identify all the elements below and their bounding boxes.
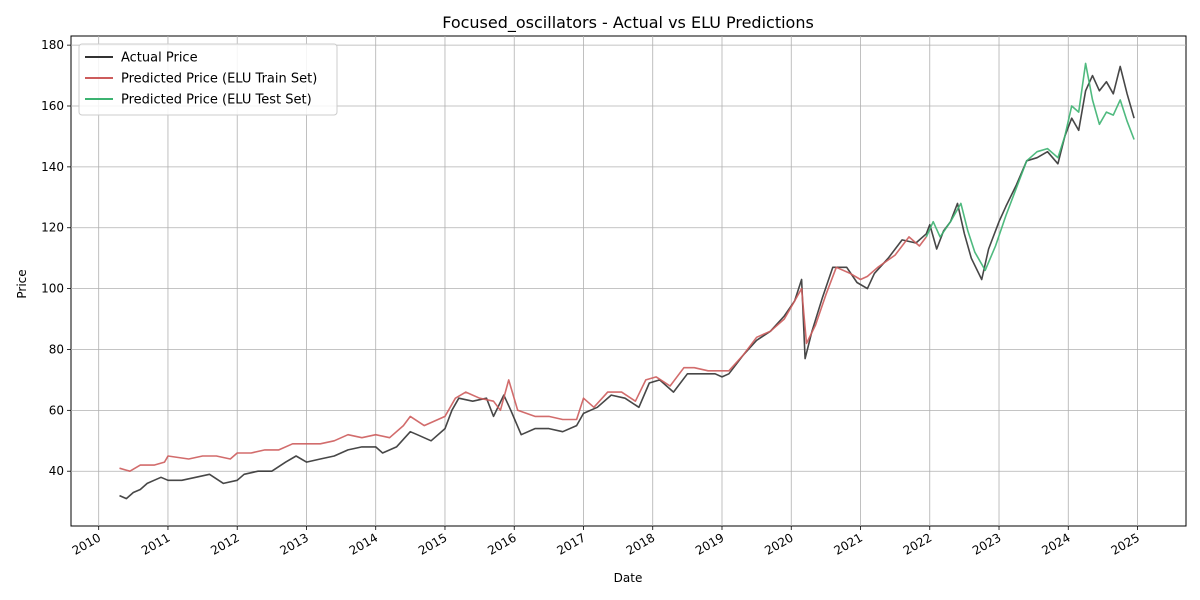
y-tick-label: 100 <box>41 282 64 296</box>
chart-title: Focused_oscillators - Actual vs ELU Pred… <box>442 13 814 33</box>
x-tick-label: 2014 <box>347 530 380 557</box>
x-tick-label: 2016 <box>485 530 518 557</box>
x-axis-label: Date <box>614 571 643 585</box>
series-line-1 <box>119 65 1135 500</box>
x-tick-label: 2020 <box>762 530 795 557</box>
legend-box <box>78 43 338 116</box>
x-tick-label: 2021 <box>832 530 865 557</box>
series-line-3 <box>925 62 1135 272</box>
x-tick-label: 2024 <box>1039 530 1072 557</box>
x-tick-label: 2011 <box>139 530 172 557</box>
x-tick-label: 2025 <box>1109 530 1142 557</box>
x-tick-label: 2012 <box>208 530 241 557</box>
x-tick-label: 2013 <box>278 530 311 557</box>
y-tick-label: 120 <box>41 221 64 235</box>
y-tick-label: 80 <box>49 342 64 356</box>
x-tick-label: 2015 <box>416 530 449 557</box>
x-tick-label: 2022 <box>901 530 934 557</box>
y-tick-label: 160 <box>41 99 64 113</box>
y-tick-label: 140 <box>41 160 64 174</box>
legend-label: Predicted Price (ELU Test Set) <box>121 93 312 108</box>
y-tick-label: 180 <box>41 38 64 52</box>
y-tick-label: 60 <box>49 403 64 417</box>
x-tick-label: 2023 <box>970 530 1003 557</box>
plot-area <box>70 35 1187 527</box>
y-axis: 40 60 80 100 120 140 160 180 <box>41 38 71 478</box>
legend: Actual Price Predicted Price (ELU Train S… <box>78 43 338 116</box>
y-axis-label: Price <box>15 269 29 298</box>
y-tick-label: 40 <box>49 464 64 478</box>
x-tick-label: 2010 <box>70 530 103 557</box>
x-tick-label: 2019 <box>693 530 726 557</box>
legend-label: Predicted Price (ELU Train Set) <box>121 72 317 87</box>
x-tick-label: 2018 <box>624 530 657 557</box>
x-axis: 2010 2011 2012 2013 2014 2015 2016 2017 2018 2019… <box>70 526 1142 558</box>
legend-label: Actual Price <box>121 51 198 66</box>
x-tick-label: 2017 <box>555 530 588 557</box>
series-layer <box>119 62 1135 500</box>
series-line-2 <box>119 236 927 472</box>
